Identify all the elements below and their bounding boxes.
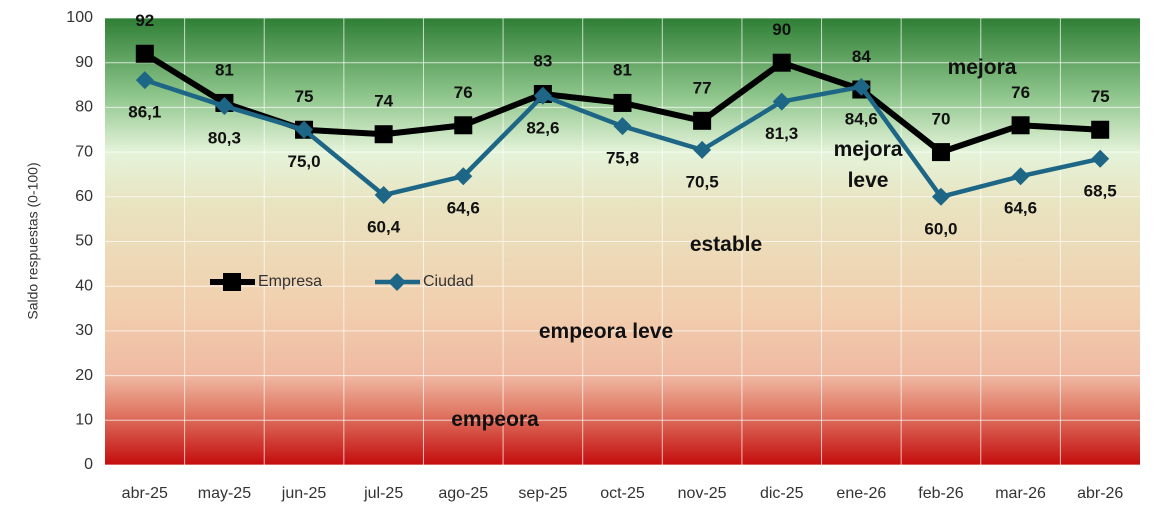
y-axis-label: Saldo respuestas (0-100) xyxy=(25,162,41,319)
point-marker xyxy=(1011,167,1030,186)
data-label: 77 xyxy=(693,78,712,97)
point-marker xyxy=(772,53,791,72)
y-tick-label: 90 xyxy=(75,54,93,71)
zone-annotation-box: mejora xyxy=(947,55,1017,79)
x-tick-label: sep-25 xyxy=(518,485,567,502)
y-tick-label: 30 xyxy=(75,322,93,339)
x-tick-label: may-25 xyxy=(198,485,251,502)
zone-annotation: empeora xyxy=(451,407,539,431)
zone-annotation: mejora xyxy=(947,55,1017,79)
data-label: 84 xyxy=(852,47,871,66)
zone-annotation: mejora leve xyxy=(833,138,903,192)
y-tick-label: 10 xyxy=(75,412,93,429)
point-marker xyxy=(693,111,712,130)
zone-annotation: estable xyxy=(689,232,763,256)
data-label: 75 xyxy=(295,87,314,106)
x-tick-label: jul-25 xyxy=(363,485,403,502)
point-marker xyxy=(135,71,154,90)
data-label: 92 xyxy=(135,11,154,30)
x-tick-label: feb-26 xyxy=(918,485,963,502)
data-label: 76 xyxy=(454,83,473,102)
data-label: 70 xyxy=(932,110,951,129)
x-tick-label: oct-25 xyxy=(600,485,645,502)
y-tick-label: 60 xyxy=(75,188,93,205)
point-marker xyxy=(374,186,393,205)
zone-annotation-box: empeora xyxy=(451,407,539,431)
legend-label: Empresa xyxy=(258,273,322,290)
point-marker xyxy=(533,86,552,105)
data-label: 81 xyxy=(215,60,234,79)
data-label: 60,4 xyxy=(367,217,401,236)
zone-annotation: empeora leve xyxy=(538,319,674,343)
data-label: 64,6 xyxy=(1004,199,1037,218)
point-marker xyxy=(135,44,154,63)
data-label: 60,0 xyxy=(924,219,957,238)
zone-annotation-box: estable xyxy=(689,232,763,256)
point-marker xyxy=(454,116,473,135)
legend-marker xyxy=(388,273,406,291)
data-label: 86,1 xyxy=(128,103,161,122)
point-marker xyxy=(693,140,712,159)
y-tick-label: 40 xyxy=(75,277,93,294)
point-marker xyxy=(454,167,473,186)
point-marker xyxy=(374,125,393,144)
data-label: 75 xyxy=(1091,87,1110,106)
x-tick-label: abr-25 xyxy=(122,485,168,502)
point-marker xyxy=(931,143,950,162)
data-label: 68,5 xyxy=(1084,181,1117,200)
data-label: 81 xyxy=(613,60,632,79)
data-label: 76 xyxy=(1011,83,1030,102)
x-tick-label: jun-25 xyxy=(281,485,327,502)
x-tick-label: ago-25 xyxy=(438,485,488,502)
zone-annotation-box: mejora leve xyxy=(833,138,903,192)
point-marker xyxy=(852,77,871,96)
x-tick-label: nov-25 xyxy=(678,485,727,502)
point-marker xyxy=(772,92,791,111)
point-marker xyxy=(931,187,950,206)
data-label: 70,5 xyxy=(686,172,719,191)
x-tick-label: ene-26 xyxy=(836,485,886,502)
data-label: 80,3 xyxy=(208,129,241,148)
point-marker xyxy=(1011,116,1030,135)
y-tick-label: 100 xyxy=(66,9,93,26)
zone-annotation-box: empeora leve xyxy=(538,319,674,343)
data-label: 75,8 xyxy=(606,149,639,168)
legend-label: Ciudad xyxy=(423,273,474,290)
legend-marker xyxy=(223,273,241,291)
data-label: 84,6 xyxy=(845,109,878,128)
x-tick-label: mar-26 xyxy=(995,485,1046,502)
point-marker xyxy=(1091,120,1110,139)
y-tick-label: 80 xyxy=(75,99,93,116)
y-tick-label: 70 xyxy=(75,143,93,160)
data-label: 75,0 xyxy=(287,152,320,171)
y-tick-label: 0 xyxy=(84,456,93,473)
x-tick-label: abr-26 xyxy=(1077,485,1123,502)
x-tick-label: dic-25 xyxy=(760,485,804,502)
data-label: 81,3 xyxy=(765,124,798,143)
point-marker xyxy=(295,120,314,139)
point-marker xyxy=(613,117,632,136)
data-label: 83 xyxy=(533,51,552,70)
data-label: 74 xyxy=(374,92,393,111)
point-marker xyxy=(215,97,234,116)
data-label: 64,6 xyxy=(447,199,480,218)
data-label: 82,6 xyxy=(526,118,559,137)
y-tick-label: 50 xyxy=(75,233,93,250)
y-tick-label: 20 xyxy=(75,367,93,384)
data-label: 90 xyxy=(772,20,791,39)
point-marker xyxy=(613,93,632,112)
point-marker xyxy=(1091,149,1110,168)
